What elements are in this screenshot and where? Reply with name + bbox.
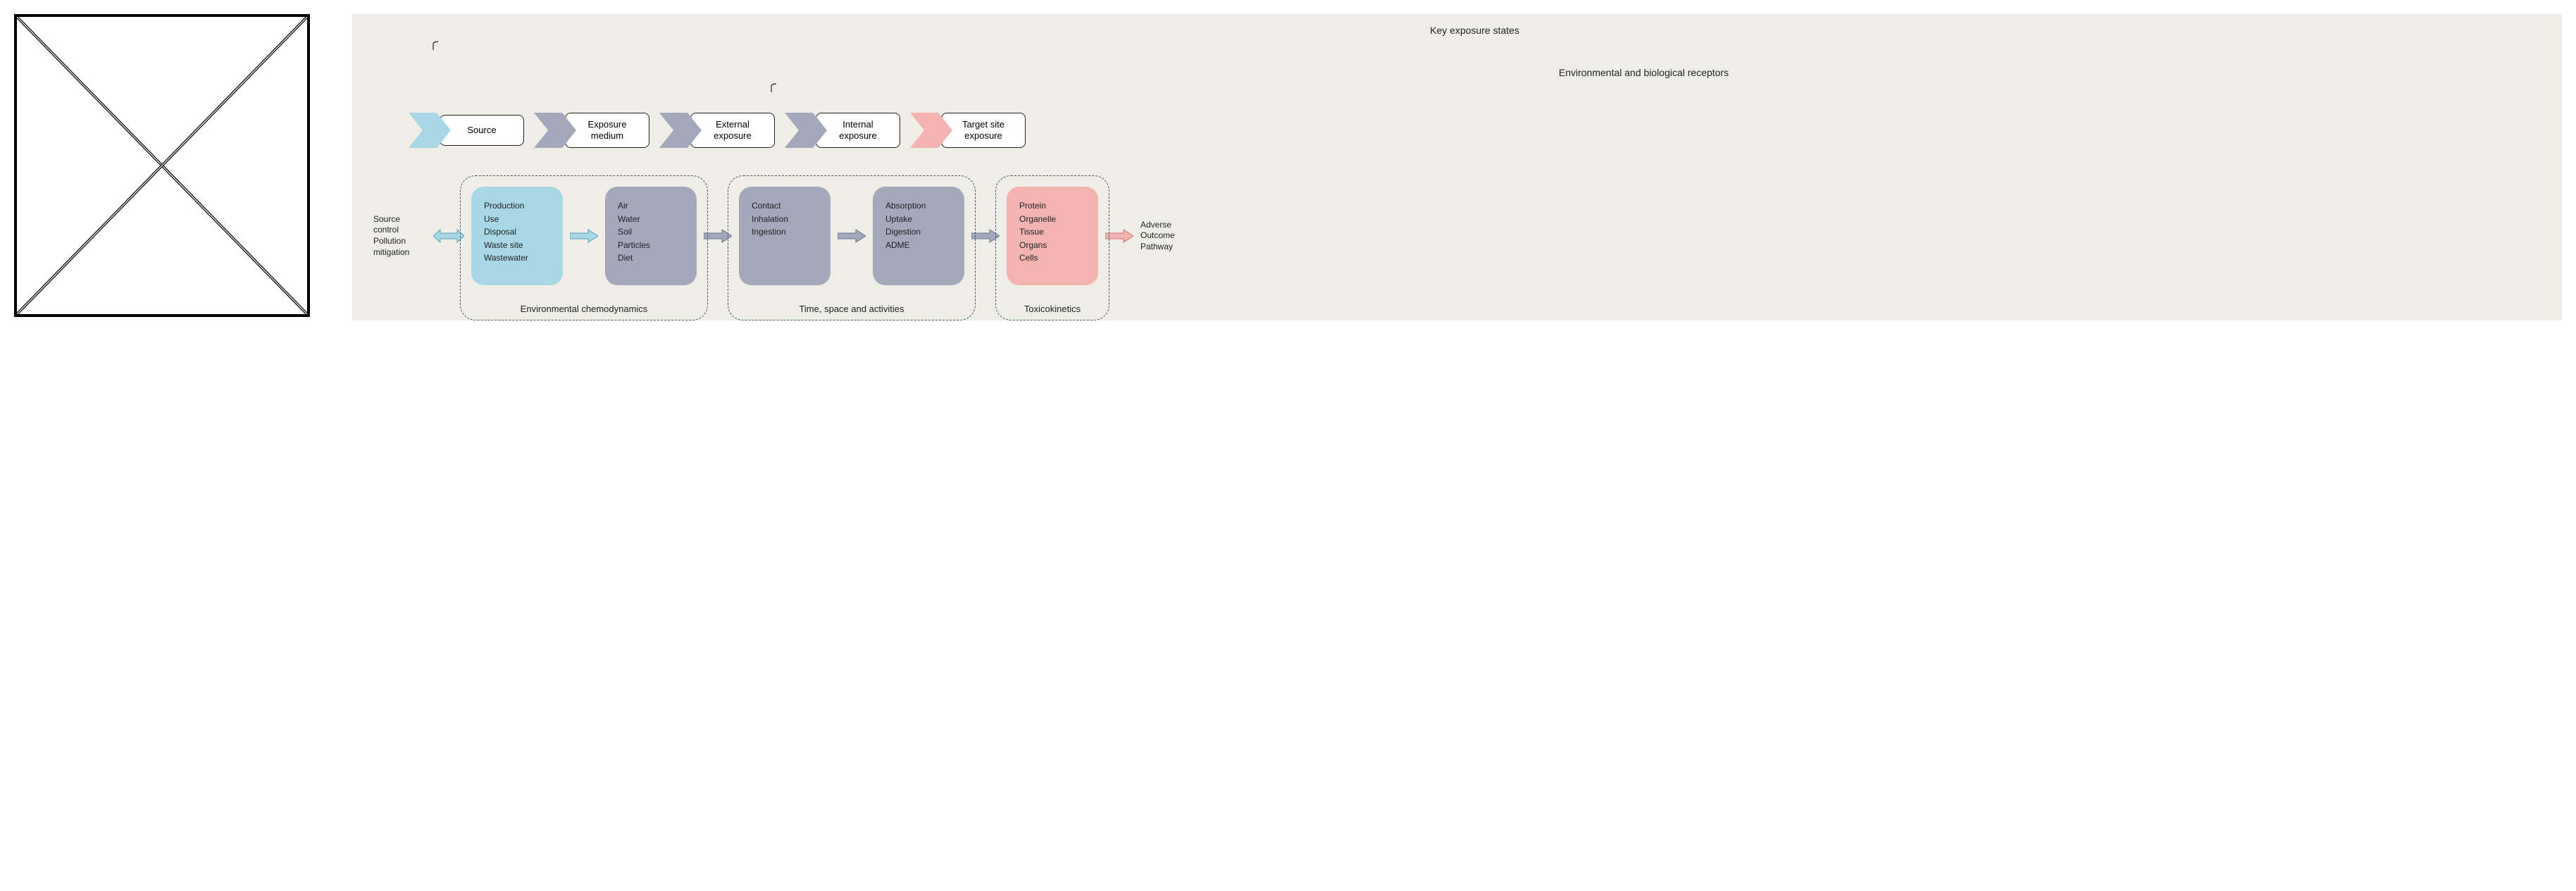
arrow-right-icon: [838, 228, 866, 244]
stage-unit: Target site exposure: [910, 113, 1026, 148]
stages-row: Source Exposure medium External exposure…: [373, 113, 2541, 148]
chevron-icon: [910, 113, 952, 148]
stage-box: Internal exposure: [816, 113, 900, 147]
chevron-icon: [409, 113, 451, 148]
group-label: Time, space and activities: [728, 304, 975, 314]
bracket-sub: [768, 78, 2520, 94]
placeholder-image-box: [14, 14, 310, 317]
lower-section: Source control Pollution mitigation Prod…: [373, 187, 2541, 313]
group-label: Toxicokinetics: [996, 304, 1109, 314]
bracket-top-label: Key exposure states: [430, 25, 2520, 36]
stage-box: Target site exposure: [941, 113, 1026, 147]
stage-box: Exposure medium: [565, 113, 649, 147]
detail-card: Absorption Uptake Digestion ADME: [873, 187, 964, 285]
stage-unit: Source: [409, 113, 524, 148]
stage-box: External exposure: [690, 113, 775, 147]
detail-card: Air Water Soil Particles Diet: [605, 187, 697, 285]
stage-unit: External exposure: [659, 113, 775, 148]
bracket-sub-label: Environmental and biological receptors: [768, 67, 2520, 78]
group-label: Environmental chemodynamics: [461, 304, 707, 314]
detail-card: Protein Organelle Tissue Organs Cells: [1007, 187, 1098, 285]
chevron-icon: [785, 113, 827, 148]
left-side-label: Source control Pollution mitigation: [373, 214, 426, 258]
stage-unit: Exposure medium: [534, 113, 649, 148]
detail-card: Contact Inhalation Ingestion: [739, 187, 830, 285]
chevron-icon: [659, 113, 702, 148]
bi-arrow-icon: [433, 228, 464, 244]
stage-box: Source: [440, 115, 524, 146]
exposure-diagram: Key exposure states Environmental and bi…: [352, 14, 2562, 320]
arrow-right-icon: [1105, 228, 1133, 244]
arrow-right-icon: [570, 228, 598, 244]
chevron-icon: [534, 113, 576, 148]
stage-unit: Internal exposure: [785, 113, 900, 148]
detail-card: Production Use Disposal Waste site Waste…: [471, 187, 563, 285]
arrow-right-icon: [971, 228, 1000, 244]
right-side-label: Adverse Outcome Pathway: [1140, 220, 1197, 253]
arrow-right-icon: [704, 228, 732, 244]
bracket-top: [430, 36, 2520, 51]
